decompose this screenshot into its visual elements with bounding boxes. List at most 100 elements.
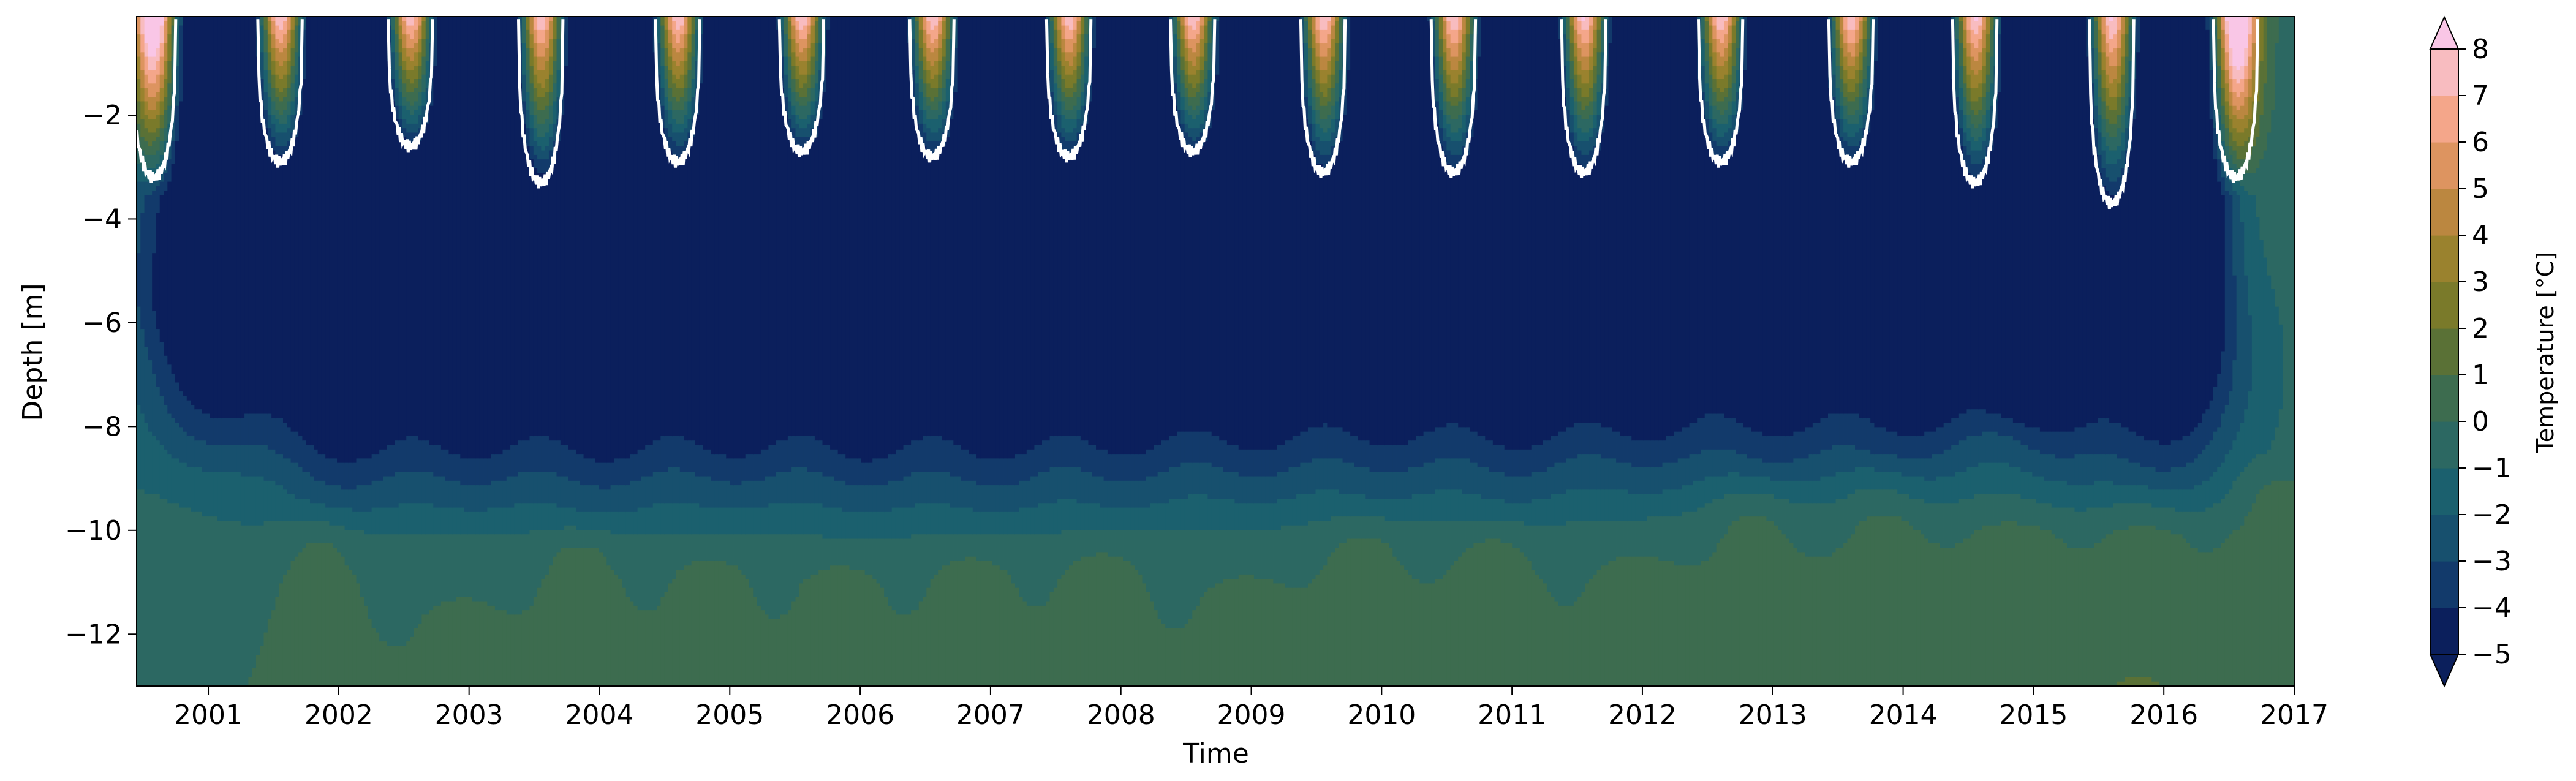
contour-cell <box>645 17 650 446</box>
contour-cell <box>2113 34 2118 48</box>
contour-cell <box>1258 476 1263 504</box>
contour-cell <box>1361 467 1367 495</box>
contour-cell <box>1616 556 1621 686</box>
contour-cell <box>529 17 534 35</box>
contour-cell <box>1134 480 1139 508</box>
contour-cell <box>1481 543 1486 686</box>
contour-cell <box>1766 476 1771 495</box>
contour-cell <box>1920 458 1925 477</box>
contour-cell <box>391 534 396 647</box>
contour-cell <box>938 74 943 89</box>
contour-cell <box>818 119 823 442</box>
contour-cell <box>186 436 191 468</box>
contour-cell <box>1546 525 1551 593</box>
contour-cell <box>749 480 754 508</box>
contour-cell <box>1519 17 1524 450</box>
contour-cell <box>410 115 415 124</box>
contour-cell <box>1265 449 1270 477</box>
contour-cell <box>1065 154 1070 437</box>
contour-cell <box>2098 97 2102 116</box>
contour-cell <box>379 17 384 450</box>
contour-cell <box>918 137 923 442</box>
contour-cell <box>649 17 654 446</box>
contour-cell <box>918 534 923 602</box>
contour-cell <box>915 66 920 85</box>
contour-cell <box>622 17 627 459</box>
contour-cell <box>664 141 669 437</box>
contour-cell <box>1315 43 1320 58</box>
contour-cell <box>1839 413 1844 446</box>
contour-cell <box>263 70 268 93</box>
contour-cell <box>1596 74 1601 93</box>
contour-cell <box>360 511 364 530</box>
contour-cell <box>1381 445 1386 473</box>
contour-cell <box>2224 17 2229 22</box>
contour-cell <box>1581 110 1586 120</box>
contour-cell <box>945 565 950 686</box>
contour-cell <box>499 17 504 455</box>
contour-cell <box>726 17 731 459</box>
contour-cell <box>799 467 804 504</box>
contour-cell <box>152 177 157 191</box>
contour-cell <box>144 101 149 116</box>
contour-cell <box>2066 548 2072 686</box>
contour-cell <box>1331 552 1335 686</box>
contour-cell <box>2117 17 2121 31</box>
contour-cell <box>726 534 731 567</box>
contour-cell <box>630 454 635 481</box>
contour-cell <box>1184 132 1189 147</box>
contour-cell <box>942 39 946 58</box>
contour-cell <box>2275 427 2279 481</box>
contour-cell <box>1793 503 1798 548</box>
contour-cell <box>1573 521 1578 602</box>
contour-cell <box>171 25 176 58</box>
contour-cell <box>738 17 742 459</box>
contour-cell <box>923 123 927 134</box>
contour-cell <box>225 472 230 522</box>
contour-cell <box>179 25 184 102</box>
contour-cell <box>2151 489 2156 508</box>
contour-cell <box>1315 56 1320 71</box>
contour-cell <box>2170 507 2175 535</box>
contour-cell <box>687 534 692 567</box>
contour-cell <box>861 17 866 464</box>
contour-cell <box>1966 409 1971 437</box>
contour-cell <box>1712 141 1717 156</box>
contour-cell <box>1069 529 1074 567</box>
contour-cell <box>1635 17 1640 442</box>
contour-cell <box>1150 476 1155 504</box>
contour-cell <box>950 119 954 442</box>
contour-cell <box>1076 119 1081 134</box>
contour-cell <box>1026 605 1031 686</box>
contour-cell <box>2032 427 2037 450</box>
contour-cell <box>676 467 681 504</box>
contour-cell <box>938 61 943 75</box>
contour-cell <box>406 70 411 80</box>
contour-cell <box>1034 534 1039 606</box>
contour-cell <box>753 597 758 686</box>
contour-cell <box>733 17 738 459</box>
contour-cell <box>271 101 276 116</box>
contour-cell <box>1716 123 1721 138</box>
contour-cell <box>1720 123 1724 138</box>
contour-cell <box>1600 565 1606 686</box>
contour-cell <box>1704 43 1709 62</box>
contour-cell <box>1419 494 1424 522</box>
contour-cell <box>194 17 199 410</box>
contour-cell <box>1184 74 1189 89</box>
contour-cell <box>410 123 415 134</box>
contour-cell <box>1797 431 1802 459</box>
contour-cell <box>541 436 546 473</box>
contour-cell <box>159 56 164 75</box>
contour-cell <box>425 614 430 686</box>
contour-cell <box>548 440 554 473</box>
contour-cell <box>1312 458 1316 495</box>
contour-cell <box>807 17 812 26</box>
contour-cell <box>410 105 415 116</box>
contour-cell <box>1342 115 1347 432</box>
contour-cell <box>1758 516 1763 686</box>
contour-cell <box>2117 66 2121 85</box>
contour-cell <box>421 440 426 473</box>
contour-cell <box>926 150 931 437</box>
contour-cell <box>1053 503 1058 535</box>
